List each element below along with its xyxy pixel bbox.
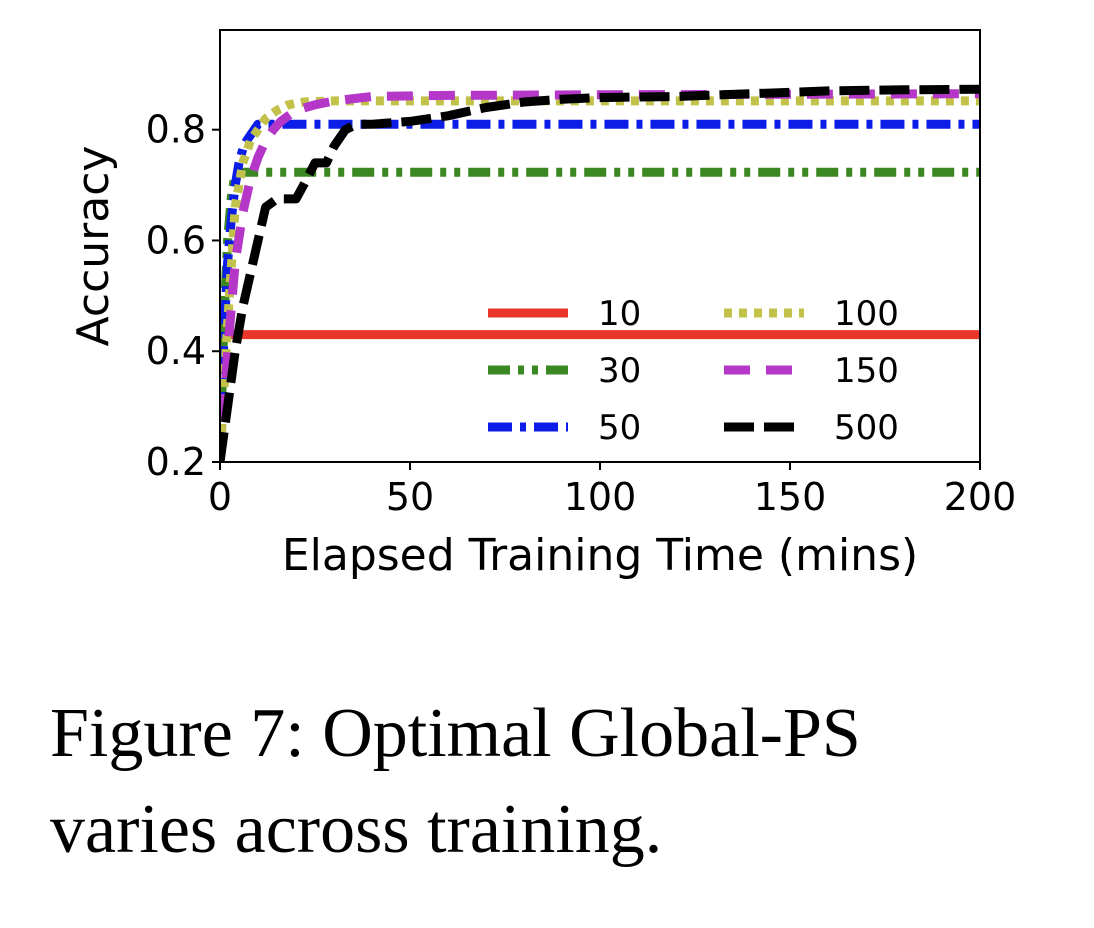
series-line-500	[220, 84, 980, 462]
series-line-100	[220, 96, 980, 462]
x-axis-label: Elapsed Training Time (mins)	[282, 530, 918, 581]
y-tick-label: 0.6	[146, 218, 206, 262]
series-line-150	[220, 89, 980, 462]
legend: 10 30 50 100 150 500	[488, 294, 899, 448]
x-tick-label: 50	[386, 475, 434, 519]
legend-label: 10	[598, 294, 641, 334]
x-tick-label: 200	[944, 475, 1017, 519]
x-tick-label: 0	[208, 475, 232, 519]
legend-entry-150: 150	[724, 351, 899, 391]
x-tick-label: 150	[754, 475, 827, 519]
figure-caption: Figure 7: Optimal Global-PS varies acros…	[50, 686, 1060, 878]
caption-line-2: varies across training.	[50, 791, 663, 868]
accuracy-line-chart: 0 50 100 150 200 0.2 0.4 0.6 0.8 Elapsed Trainin…	[68, 29, 1017, 581]
legend-entry-50: 50	[488, 408, 641, 448]
legend-label: 100	[834, 294, 899, 334]
legend-entry-10: 10	[488, 294, 641, 334]
ticks-layer: 0 50 100 150 200 0.2 0.4 0.6 0.8	[146, 108, 1017, 519]
series-layer	[220, 84, 980, 462]
legend-label: 500	[834, 408, 899, 448]
x-tick-label: 100	[564, 475, 637, 519]
y-axis-label: Accuracy	[68, 146, 119, 347]
legend-entry-500: 500	[724, 408, 899, 448]
y-tick-label: 0.8	[146, 108, 206, 152]
y-tick-label: 0.2	[146, 440, 206, 484]
legend-label: 30	[598, 351, 641, 391]
legend-entry-100: 100	[724, 294, 899, 334]
caption-line-1: Figure 7: Optimal Global-PS	[50, 695, 861, 772]
legend-label: 50	[598, 408, 641, 448]
legend-entry-30: 30	[488, 351, 641, 391]
y-tick-label: 0.4	[146, 329, 206, 373]
legend-label: 150	[834, 351, 899, 391]
